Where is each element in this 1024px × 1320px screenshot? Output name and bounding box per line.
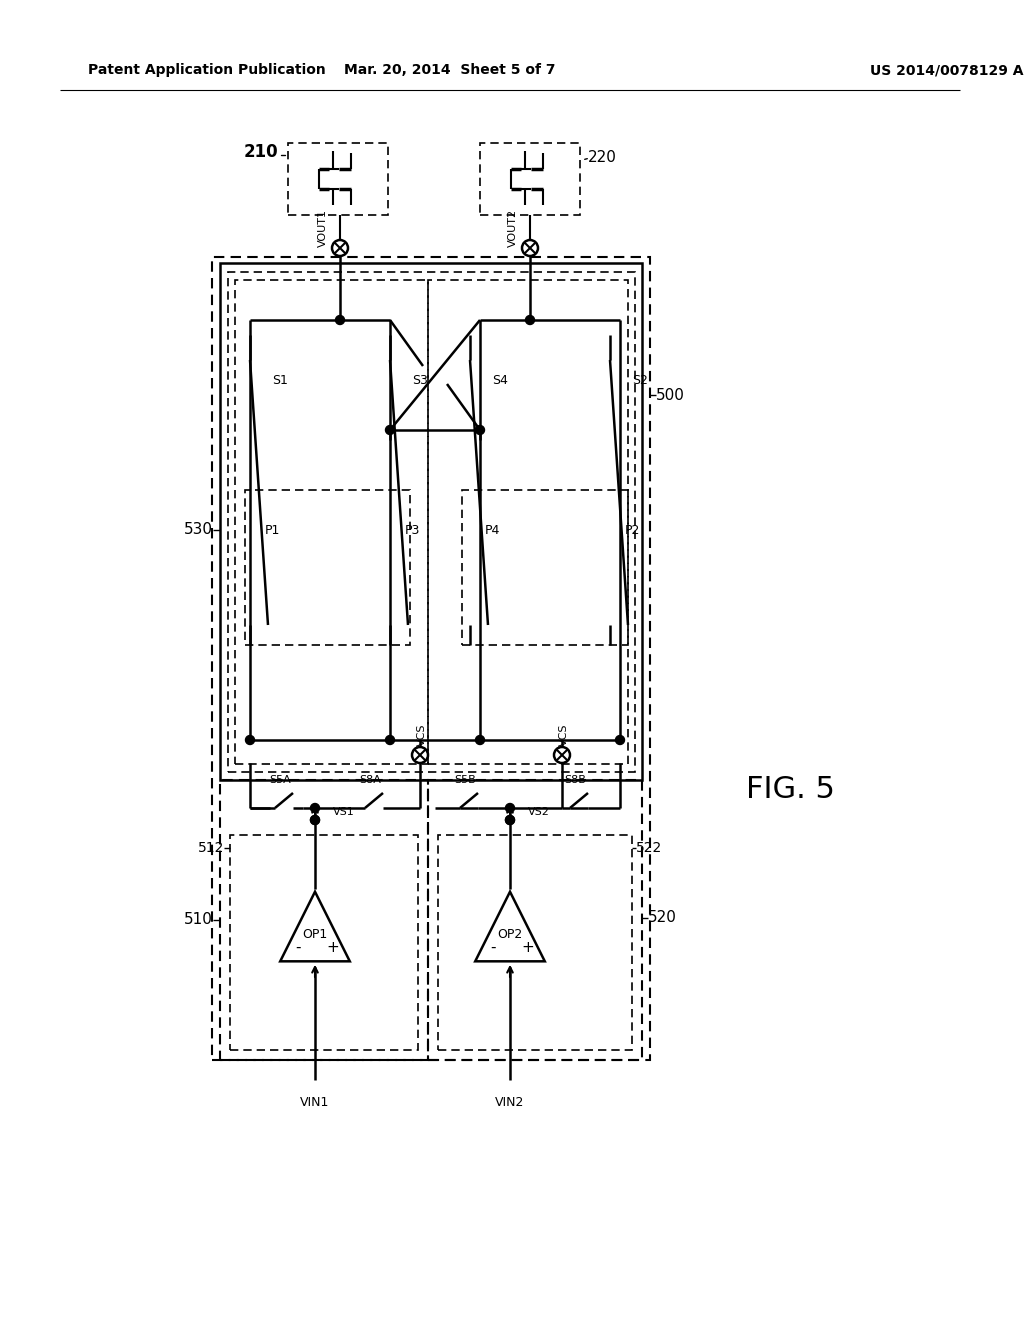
Bar [245,490,410,645]
Bar [212,257,650,1060]
Circle shape [310,816,319,825]
Text: VOUT1: VOUT1 [318,209,328,247]
Text: S4: S4 [492,374,508,387]
Text: S8B: S8B [564,775,586,785]
Bar [480,143,580,215]
Bar [428,780,642,1060]
Text: 220: 220 [588,149,616,165]
Text: VOUT2: VOUT2 [508,209,518,247]
Text: US 2014/0078129 A1: US 2014/0078129 A1 [870,63,1024,77]
Circle shape [385,425,394,434]
Text: 522: 522 [636,841,663,855]
Circle shape [525,315,535,325]
Bar [220,263,642,780]
Text: -: - [489,940,496,954]
Text: OP1: OP1 [302,928,328,940]
Circle shape [310,816,319,825]
Text: 520: 520 [648,911,677,925]
Bar [462,490,628,645]
Circle shape [506,816,514,825]
Circle shape [475,735,484,744]
Text: +: + [326,940,339,954]
Text: S8A: S8A [359,775,381,785]
Text: S5B: S5B [454,775,476,785]
Bar [438,836,632,1049]
Circle shape [506,804,514,813]
Bar [228,272,635,772]
Text: VCS: VCS [417,723,427,746]
Text: VCS: VCS [559,723,569,746]
Text: Mar. 20, 2014  Sheet 5 of 7: Mar. 20, 2014 Sheet 5 of 7 [344,63,556,77]
Text: +: + [521,940,534,954]
Text: Patent Application Publication: Patent Application Publication [88,63,326,77]
Text: 512: 512 [198,841,224,855]
Text: 210: 210 [244,143,278,161]
Bar [428,280,628,764]
Text: P2: P2 [625,524,640,536]
Bar [288,143,388,215]
Bar [230,836,418,1049]
Circle shape [310,804,319,813]
Circle shape [246,735,255,744]
Text: VS2: VS2 [528,807,550,817]
Text: 530: 530 [184,523,213,537]
Circle shape [385,735,394,744]
Text: 500: 500 [656,388,685,403]
Text: VS1: VS1 [333,807,354,817]
Circle shape [475,425,484,434]
Text: VIN2: VIN2 [496,1096,524,1109]
Text: P1: P1 [265,524,281,536]
Text: P4: P4 [485,524,501,536]
Text: S3: S3 [412,374,428,387]
Text: P3: P3 [406,524,421,536]
Text: -: - [295,940,300,954]
Bar [220,780,428,1060]
Circle shape [506,816,514,825]
Text: FIG. 5: FIG. 5 [745,776,835,804]
Text: S1: S1 [272,374,288,387]
Circle shape [615,735,625,744]
Text: OP2: OP2 [498,928,522,940]
Text: VIN1: VIN1 [300,1096,330,1109]
Text: S2: S2 [632,374,648,387]
Bar [234,280,428,764]
Text: S5A: S5A [269,775,291,785]
Text: 510: 510 [184,912,213,928]
Circle shape [336,315,344,325]
